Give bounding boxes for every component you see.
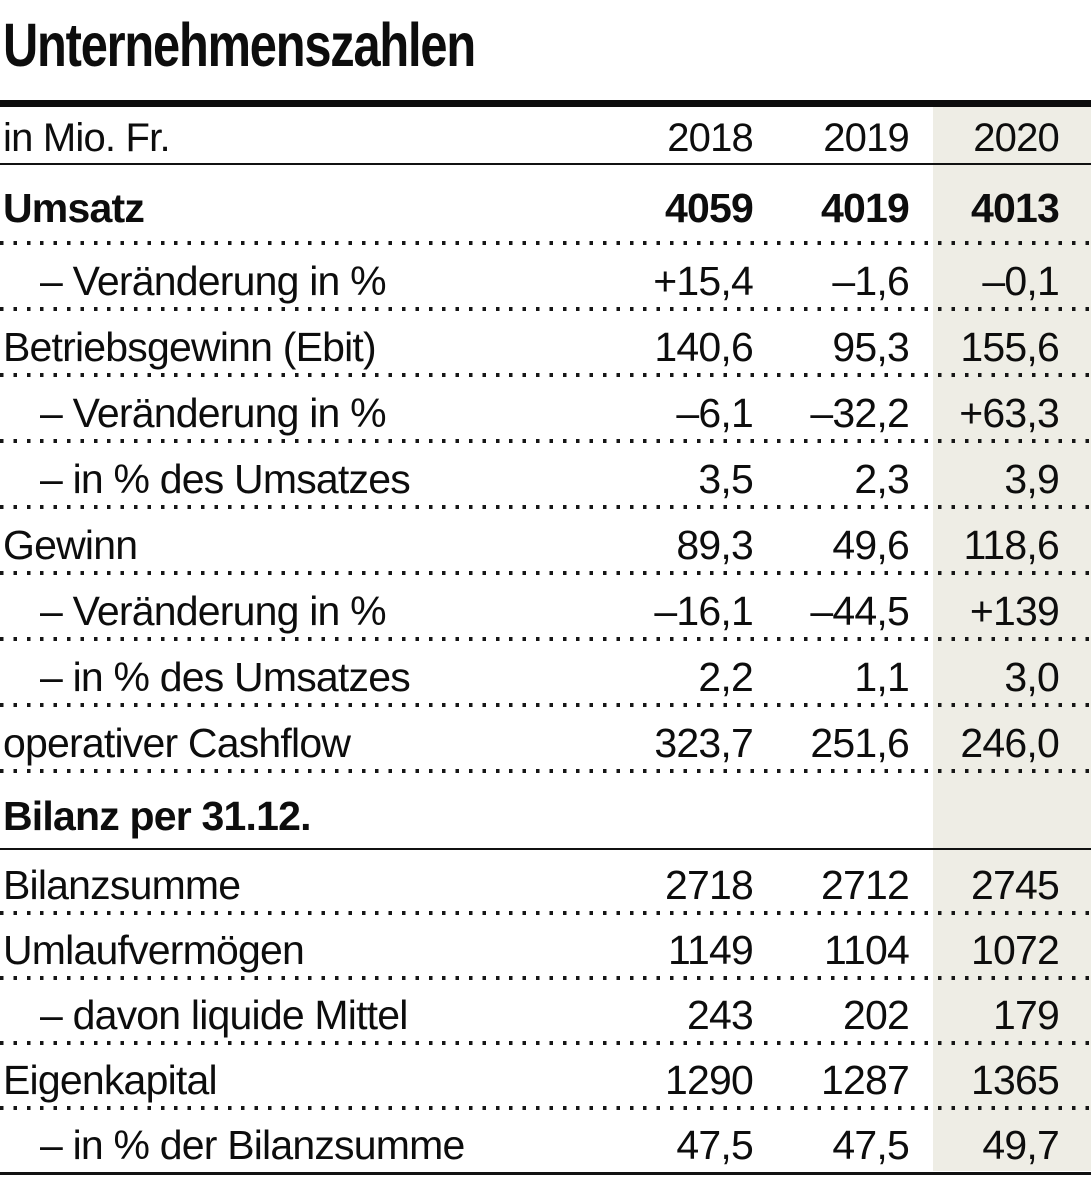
row-label: – davon liquide Mittel	[40, 992, 408, 1038]
table-row-cashflow: operativer Cashflow 323,7 251,6 246,0	[0, 707, 1091, 773]
value-2020: 4013	[970, 184, 1060, 231]
value-2019: 202	[842, 992, 910, 1038]
value-2019: 2,3	[854, 455, 909, 502]
table-row-gewinn-marge: – in % des Umsatzes 2,2 1,1 3,0	[0, 641, 1091, 707]
value-2020: 246,0	[960, 719, 1059, 766]
value-2018: 89,3	[676, 521, 753, 568]
value-2019: 1287	[820, 1057, 910, 1103]
page-title: Unternehmenszahlen	[3, 11, 476, 79]
value-2018: 2,2	[698, 653, 753, 700]
section-header-label: Bilanz per 31.12.	[3, 793, 312, 839]
value-2018: 140,6	[654, 323, 753, 370]
col-header-2019: 2019	[823, 115, 910, 160]
value-2019: 1104	[824, 927, 910, 973]
table-row-gewinn: Gewinn 89,3 49,6 118,6	[0, 509, 1091, 575]
value-2018: +15,4	[653, 257, 754, 304]
table-row-eigenkapitalquote: – in % der Bilanzsumme 47,5 47,5 49,7	[0, 1110, 1091, 1175]
value-2020: 49,7	[982, 1122, 1059, 1168]
value-2018: 243	[686, 992, 754, 1038]
figures-table: in Mio. Fr. 2018 2019 2020 Umsatz 4059 4…	[0, 107, 1091, 1175]
row-label: – in % des Umsatzes	[40, 653, 411, 700]
table-header-row: in Mio. Fr. 2018 2019 2020	[0, 107, 1091, 165]
value-2020: 1072	[970, 927, 1060, 973]
table-row-bilanzsumme: Bilanzsumme 2718 2712 2745	[0, 850, 1091, 915]
row-label: Betriebsgewinn (Ebit)	[3, 323, 377, 370]
table-row-ebit-marge: – in % des Umsatzes 3,5 2,3 3,9	[0, 443, 1091, 509]
value-2020: 2745	[970, 862, 1060, 908]
row-label: – in % der Bilanzsumme	[40, 1122, 465, 1168]
value-2019: 2712	[820, 862, 910, 908]
row-label: – Veränderung in %	[40, 389, 387, 436]
row-label: operativer Cashflow	[3, 719, 351, 766]
row-label: – Veränderung in %	[40, 587, 387, 634]
row-label: Gewinn	[3, 521, 138, 568]
value-2019: 1,1	[854, 653, 909, 700]
col-header-2018: 2018	[667, 115, 754, 160]
value-2019: –1,6	[832, 257, 909, 304]
value-2019: 95,3	[832, 323, 909, 370]
table-row-umsatz-veraenderung: – Veränderung in % +15,4 –1,6 –0,1	[0, 245, 1091, 311]
value-2019: 4019	[820, 184, 910, 231]
value-2020: 3,9	[1004, 455, 1059, 502]
table-row-umsatz: Umsatz 4059 4019 4013	[0, 165, 1091, 245]
value-2018: 3,5	[698, 455, 753, 502]
row-label: – in % des Umsatzes	[40, 455, 411, 502]
row-label: Umsatz	[3, 184, 145, 231]
table-row-eigenkapital: Eigenkapital 1290 1287 1365	[0, 1045, 1091, 1110]
table-row-liquide-mittel: – davon liquide Mittel 243 202 179	[0, 980, 1091, 1045]
value-2018: 1149	[668, 927, 754, 973]
value-2019: –44,5	[810, 587, 909, 634]
value-2020: 3,0	[1004, 653, 1059, 700]
value-2019: 251,6	[810, 719, 909, 766]
value-2018: 2718	[664, 862, 754, 908]
value-2018: 47,5	[676, 1122, 753, 1168]
value-2020: 179	[992, 992, 1060, 1038]
value-2018: 4059	[664, 184, 754, 231]
value-2018: 323,7	[654, 719, 753, 766]
table-row-betriebsgewinn: Betriebsgewinn (Ebit) 140,6 95,3 155,6	[0, 311, 1091, 377]
value-2020: 1365	[970, 1057, 1060, 1103]
value-2018: 1290	[664, 1057, 754, 1103]
row-label: Bilanzsumme	[3, 862, 241, 908]
row-label: Umlaufvermögen	[3, 927, 305, 973]
value-2019: –32,2	[810, 389, 909, 436]
section-header-bilanz: Bilanz per 31.12.	[0, 773, 1091, 850]
value-2019: 49,6	[832, 521, 909, 568]
row-label: – Veränderung in %	[40, 257, 387, 304]
table-row-ebit-veraenderung: – Veränderung in % –6,1 –32,2 +63,3	[0, 377, 1091, 443]
value-2020: –0,1	[982, 257, 1059, 304]
value-2020: +63,3	[959, 389, 1060, 436]
value-2020: 118,6	[963, 521, 1059, 568]
table-row-umlaufvermoegen: Umlaufvermögen 1149 1104 1072	[0, 915, 1091, 980]
value-2018: –16,1	[654, 587, 753, 634]
row-label: Eigenkapital	[3, 1057, 218, 1103]
top-rule	[0, 100, 1091, 107]
table-row-gewinn-veraenderung: – Veränderung in % –16,1 –44,5 +139	[0, 575, 1091, 641]
value-2020: +139	[969, 587, 1060, 634]
value-2020: 155,6	[960, 323, 1059, 370]
value-2019: 47,5	[832, 1122, 909, 1168]
value-2018: –6,1	[676, 389, 753, 436]
unit-label: in Mio. Fr.	[3, 115, 171, 160]
col-header-2020: 2020	[973, 115, 1060, 160]
